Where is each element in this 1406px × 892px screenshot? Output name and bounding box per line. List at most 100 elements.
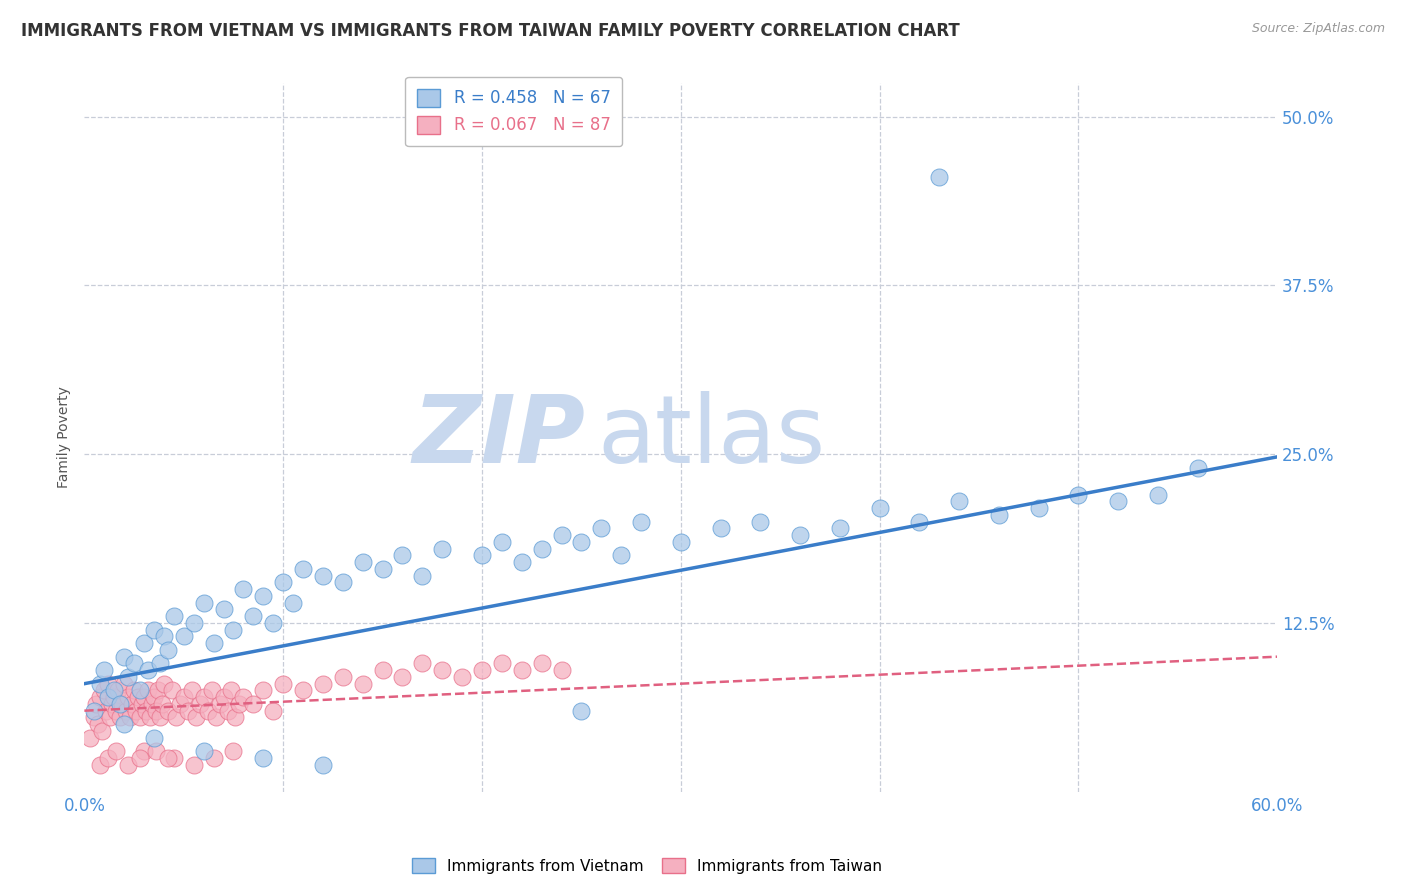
Point <box>117 670 139 684</box>
Point <box>828 521 851 535</box>
Point <box>79 731 101 745</box>
Point <box>111 697 134 711</box>
Point <box>132 744 155 758</box>
Point <box>139 710 162 724</box>
Point <box>89 757 111 772</box>
Point <box>1107 494 1129 508</box>
Point <box>332 670 354 684</box>
Point <box>132 690 155 705</box>
Point <box>103 690 125 705</box>
Point <box>432 663 454 677</box>
Point <box>136 663 159 677</box>
Point <box>91 723 114 738</box>
Point <box>143 690 166 705</box>
Point <box>789 528 811 542</box>
Point <box>228 697 250 711</box>
Point <box>156 751 179 765</box>
Legend: Immigrants from Vietnam, Immigrants from Taiwan: Immigrants from Vietnam, Immigrants from… <box>405 852 889 880</box>
Point <box>101 697 124 711</box>
Legend: R = 0.458   N = 67, R = 0.067   N = 87: R = 0.458 N = 67, R = 0.067 N = 87 <box>405 77 623 146</box>
Point <box>188 697 211 711</box>
Point <box>411 568 433 582</box>
Point <box>183 615 205 630</box>
Point <box>312 757 335 772</box>
Point <box>217 704 239 718</box>
Point <box>292 683 315 698</box>
Point <box>271 575 294 590</box>
Point <box>129 710 152 724</box>
Point <box>121 697 143 711</box>
Point <box>352 676 374 690</box>
Point <box>132 636 155 650</box>
Point <box>471 663 494 677</box>
Point <box>98 710 121 724</box>
Point <box>84 697 107 711</box>
Point <box>169 697 191 711</box>
Point <box>184 710 207 724</box>
Point <box>180 683 202 698</box>
Point <box>153 676 176 690</box>
Point <box>262 615 284 630</box>
Point <box>96 704 118 718</box>
Point <box>97 690 120 705</box>
Point <box>869 501 891 516</box>
Point <box>292 562 315 576</box>
Point <box>332 575 354 590</box>
Y-axis label: Family Poverty: Family Poverty <box>58 386 72 488</box>
Point <box>131 697 153 711</box>
Point <box>149 657 172 671</box>
Point <box>112 717 135 731</box>
Point <box>97 676 120 690</box>
Point <box>173 690 195 705</box>
Point <box>193 596 215 610</box>
Point <box>202 751 225 765</box>
Point <box>112 649 135 664</box>
Point <box>928 170 950 185</box>
Point <box>165 710 187 724</box>
Text: atlas: atlas <box>598 392 825 483</box>
Point <box>93 663 115 677</box>
Point <box>163 751 186 765</box>
Point <box>127 690 149 705</box>
Point <box>224 710 246 724</box>
Point <box>550 663 572 677</box>
Point <box>156 704 179 718</box>
Point <box>193 690 215 705</box>
Point <box>202 636 225 650</box>
Point <box>451 670 474 684</box>
Point <box>352 555 374 569</box>
Point <box>312 568 335 582</box>
Point <box>145 744 167 758</box>
Point <box>271 676 294 690</box>
Point <box>135 704 157 718</box>
Point <box>143 731 166 745</box>
Point <box>530 541 553 556</box>
Point <box>160 683 183 698</box>
Point <box>232 690 254 705</box>
Point <box>212 602 235 616</box>
Point <box>510 555 533 569</box>
Point <box>146 683 169 698</box>
Point <box>471 549 494 563</box>
Point <box>163 609 186 624</box>
Point <box>83 710 105 724</box>
Point <box>122 683 145 698</box>
Point <box>103 683 125 698</box>
Point <box>391 670 413 684</box>
Point <box>749 515 772 529</box>
Point <box>571 704 593 718</box>
Point <box>232 582 254 597</box>
Point <box>177 704 200 718</box>
Point <box>129 683 152 698</box>
Point <box>610 549 633 563</box>
Text: IMMIGRANTS FROM VIETNAM VS IMMIGRANTS FROM TAIWAN FAMILY POVERTY CORRELATION CHA: IMMIGRANTS FROM VIETNAM VS IMMIGRANTS FR… <box>21 22 960 40</box>
Point <box>710 521 733 535</box>
Point <box>411 657 433 671</box>
Point <box>1187 460 1209 475</box>
Point <box>242 697 264 711</box>
Point <box>149 710 172 724</box>
Point <box>143 623 166 637</box>
Point <box>530 657 553 671</box>
Point <box>93 683 115 698</box>
Point <box>391 549 413 563</box>
